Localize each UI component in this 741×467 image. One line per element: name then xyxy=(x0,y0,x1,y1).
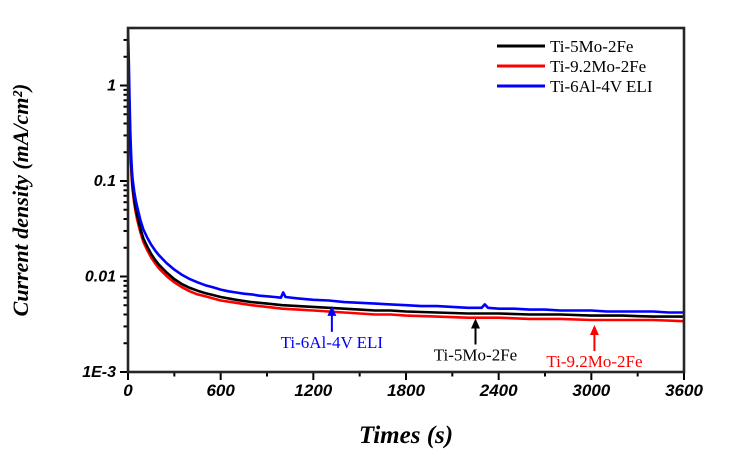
plot-frame xyxy=(126,26,686,374)
x-tick-label: 1200 xyxy=(294,381,332,400)
axis-tick-labels: 0 600 1200 1800 2400 3000 3600 1E-3 0.01 0.1 1 xyxy=(82,77,703,400)
annotation-label: Ti-5Mo-2Fe xyxy=(434,345,517,364)
annotations: Ti-6Al-4V ELI Ti-5Mo-2Fe Ti-9.2Mo-2Fe xyxy=(281,305,643,371)
annotation-arrowhead-icon xyxy=(589,325,599,336)
curve-ti-5mo-2fe xyxy=(128,36,684,318)
legend-label: Ti-9.2Mo-2Fe xyxy=(550,57,646,76)
x-tick-label: 3600 xyxy=(665,381,703,400)
annotation: Ti-5Mo-2Fe xyxy=(434,318,517,364)
x-axis-title: Times (s) xyxy=(359,422,453,449)
x-tick-label: 3000 xyxy=(572,381,610,400)
annotation-label: Ti-6Al-4V ELI xyxy=(281,333,384,352)
annotation-arrowhead-icon xyxy=(471,318,480,329)
x-tick-label: 1800 xyxy=(387,381,425,400)
x-tick-label: 0 xyxy=(123,381,133,400)
annotation: Ti-9.2Mo-2Fe xyxy=(546,325,643,371)
legend-label: Ti-6Al-4V ELI xyxy=(550,77,653,96)
legend-label: Ti-5Mo-2Fe xyxy=(550,37,633,56)
y-tick-label: 0.1 xyxy=(94,173,116,190)
annotation-arrowhead-icon xyxy=(327,305,337,316)
legend-item: Ti-5Mo-2Fe xyxy=(497,37,633,56)
data-curves xyxy=(128,28,684,323)
y-tick-label: 0.01 xyxy=(85,268,116,285)
curve-ti-6al-4v-eli xyxy=(128,28,684,314)
y-tick-label: 1E-3 xyxy=(82,364,116,381)
x-tick-label: 2400 xyxy=(479,381,518,400)
annotation-label: Ti-9.2Mo-2Fe xyxy=(546,352,642,371)
y-axis-title: Current density (mA/cm²) xyxy=(8,84,33,317)
y-tick-label: 1 xyxy=(107,77,116,94)
legend-item: Ti-6Al-4V ELI xyxy=(497,77,653,96)
legend-item: Ti-9.2Mo-2Fe xyxy=(497,57,646,76)
annotation: Ti-6Al-4V ELI xyxy=(281,305,384,352)
x-tick-label: 600 xyxy=(206,381,235,400)
